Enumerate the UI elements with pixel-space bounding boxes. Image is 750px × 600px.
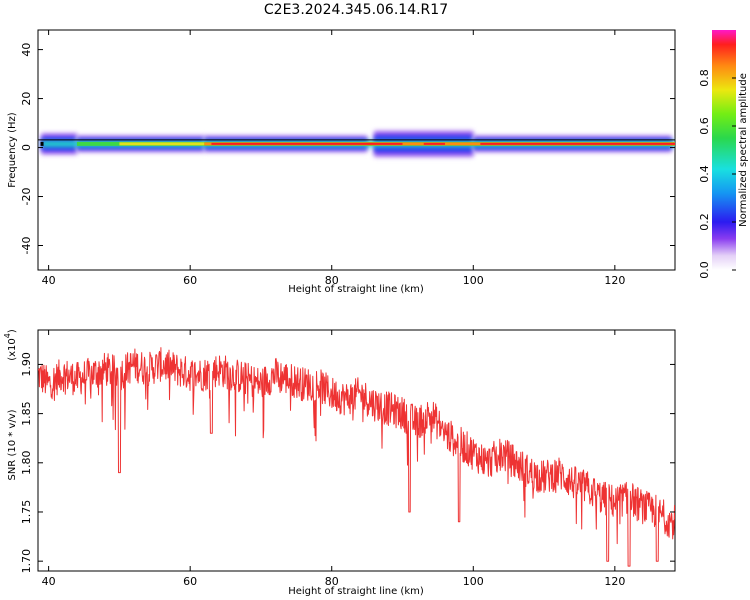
top-y-tick-label: 20 <box>20 92 33 106</box>
colorbar-tick-label: 0.6 <box>698 117 711 135</box>
bottom-x-axis-label: Height of straight line (km) <box>288 586 424 597</box>
top-x-tick-label: 120 <box>604 274 625 287</box>
spectrogram-band <box>38 129 675 159</box>
top-y-tick-label: -40 <box>20 237 33 255</box>
colorbar-label: Normalized spectral amplitude <box>738 73 749 227</box>
snr-series <box>38 347 675 567</box>
snr-panel: 40 60 80 100 120 1.70 1.75 1.80 1.85 1.90 Height… <box>3 329 676 597</box>
bottom-x-ticks: 40 60 80 100 120 <box>42 330 625 588</box>
top-y-tick-label: 0 <box>20 144 33 151</box>
bottom-y-tick-label: 1.75 <box>20 500 33 525</box>
band-start-marker <box>40 141 44 146</box>
colorbar-ticks: 0.0 0.2 0.4 0.6 0.8 <box>698 69 736 279</box>
snr-line <box>38 347 675 567</box>
top-x-axis-label: Height of straight line (km) <box>288 284 424 295</box>
bottom-x-tick-label: 120 <box>604 575 625 588</box>
top-x-tick-label: 80 <box>325 274 339 287</box>
colorbar-gradient <box>712 30 736 270</box>
top-x-tick-label: 100 <box>463 274 484 287</box>
bottom-y-tick-label: 1.85 <box>20 401 33 426</box>
bottom-x-tick-label: 40 <box>42 575 56 588</box>
spectrogram-panel: 40 60 80 100 120 40 20 0 -20 -40 Height of strai… <box>7 29 676 295</box>
y-multiplier: (x104) <box>3 329 18 361</box>
bottom-x-tick-label: 80 <box>325 575 339 588</box>
top-x-tick-label: 60 <box>183 274 197 287</box>
y-multiplier-base: (x10 <box>7 338 18 361</box>
top-x-ticks: 40 60 80 100 120 <box>42 30 625 287</box>
bottom-y-tick-label: 1.90 <box>20 352 33 377</box>
bottom-x-tick-label: 100 <box>463 575 484 588</box>
colorbar-tick-label: 0.8 <box>698 69 711 87</box>
top-y-tick-label: 40 <box>20 43 33 57</box>
band-core-red <box>423 142 445 145</box>
top-y-ticks: 40 20 0 -20 -40 <box>20 43 675 255</box>
top-y-tick-label: -20 <box>20 188 33 206</box>
svg-text:(x104): (x104) <box>3 329 18 361</box>
colorbar-tick-label: 0.2 <box>698 213 711 231</box>
band-core-red <box>480 142 675 145</box>
colorbar-tick-label: 0.4 <box>698 165 711 183</box>
y-multiplier-exponent: 4 <box>3 333 12 338</box>
chart-title: C2E3.2024.345.06.14.R17 <box>264 2 448 18</box>
bottom-y-tick-label: 1.70 <box>20 549 33 574</box>
band-core-warm <box>119 142 205 146</box>
colorbar-tick-label: 0.0 <box>698 261 711 279</box>
bottom-x-tick-label: 60 <box>183 575 197 588</box>
y-multiplier-close: ) <box>7 329 18 333</box>
bottom-y-axis-label: SNR (10 * v/v) <box>7 409 18 480</box>
bottom-y-tick-label: 1.80 <box>20 451 33 476</box>
top-y-axis-label: Frequency (Hz) <box>7 112 18 188</box>
bottom-y-ticks: 1.70 1.75 1.80 1.85 1.90 <box>20 352 675 573</box>
top-x-tick-label: 40 <box>42 274 56 287</box>
band-core-red <box>211 142 403 145</box>
colorbar: 0.0 0.2 0.4 0.6 0.8 Normalized spectral ampl… <box>698 30 749 279</box>
